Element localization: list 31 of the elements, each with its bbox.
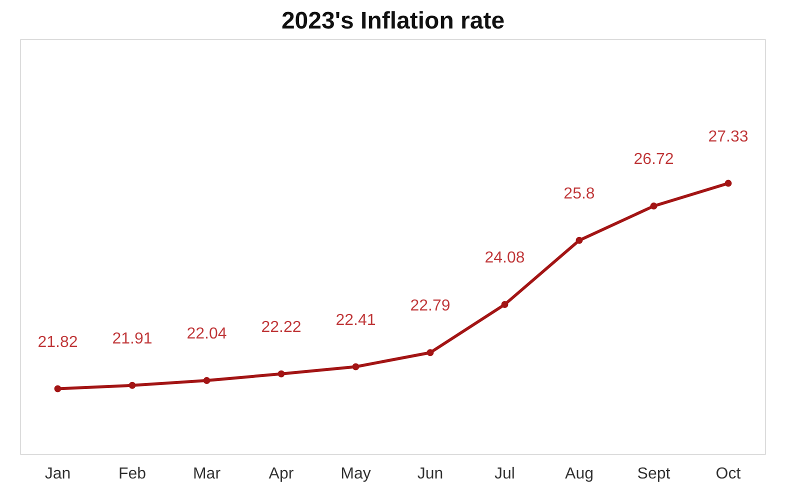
point <box>576 236 583 244</box>
chart-title: 2023's Inflation rate <box>281 8 505 34</box>
point <box>426 349 434 356</box>
data-label: 22.41 <box>336 312 376 329</box>
point <box>501 300 508 308</box>
point <box>54 385 62 392</box>
x-tick-label: Jun <box>417 466 444 482</box>
point <box>352 363 360 370</box>
data-label: 22.22 <box>261 318 302 336</box>
data-label: 21.82 <box>38 334 78 351</box>
point <box>278 370 285 378</box>
data-label: 26.72 <box>634 151 674 168</box>
data-label: 22.79 <box>410 298 450 315</box>
x-tick-label: Aug <box>565 466 594 482</box>
point <box>724 180 732 187</box>
data-label: 24.08 <box>484 249 525 266</box>
x-tick-label: Apr <box>268 466 294 482</box>
data-label: 21.91 <box>112 330 152 348</box>
data-label: 27.33 <box>708 128 748 146</box>
point <box>203 377 210 384</box>
x-tick-label: Oct <box>716 466 742 482</box>
point <box>128 382 136 389</box>
data-label: 25.8 <box>564 185 595 202</box>
x-tick-label: Jul <box>494 466 515 482</box>
x-tick-label: Sept <box>637 466 671 482</box>
x-tick-label: Jan <box>44 466 71 482</box>
x-tick-label: Feb <box>118 466 146 482</box>
x-tick-label: Mar <box>192 466 222 482</box>
point <box>650 202 658 210</box>
data-label: 22.04 <box>186 326 227 343</box>
x-tick-label: May <box>340 466 371 482</box>
